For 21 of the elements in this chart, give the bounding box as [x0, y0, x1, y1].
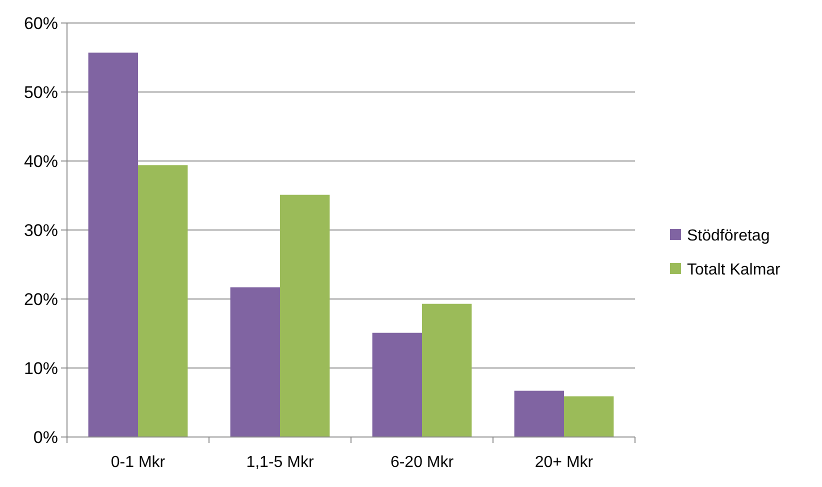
x-tick-label: 20+ Mkr [534, 454, 594, 471]
bar [230, 287, 280, 437]
bar [280, 194, 330, 437]
legend-label: Stödföretag [687, 228, 770, 245]
y-tick-label: 0% [33, 428, 58, 447]
y-tick-label: 20% [24, 290, 58, 309]
y-tick-label: 50% [24, 82, 58, 102]
bar [88, 52, 138, 437]
y-tick-label: 10% [24, 358, 58, 378]
bar [564, 396, 614, 437]
x-tick-label: 1,1-5 Mkr [246, 454, 314, 471]
legend-label: Totalt Kalmar [687, 262, 782, 279]
bar [372, 332, 422, 437]
x-tick-label: 6-20 Mkr [390, 454, 454, 471]
bar [138, 165, 188, 437]
bar [422, 304, 472, 437]
y-tick-label: 60% [24, 14, 58, 33]
y-tick-label: 40% [24, 152, 58, 171]
x-tick-label: 0-1 Mkr [110, 454, 166, 471]
bar [514, 390, 564, 437]
y-tick-label: 30% [24, 220, 58, 240]
